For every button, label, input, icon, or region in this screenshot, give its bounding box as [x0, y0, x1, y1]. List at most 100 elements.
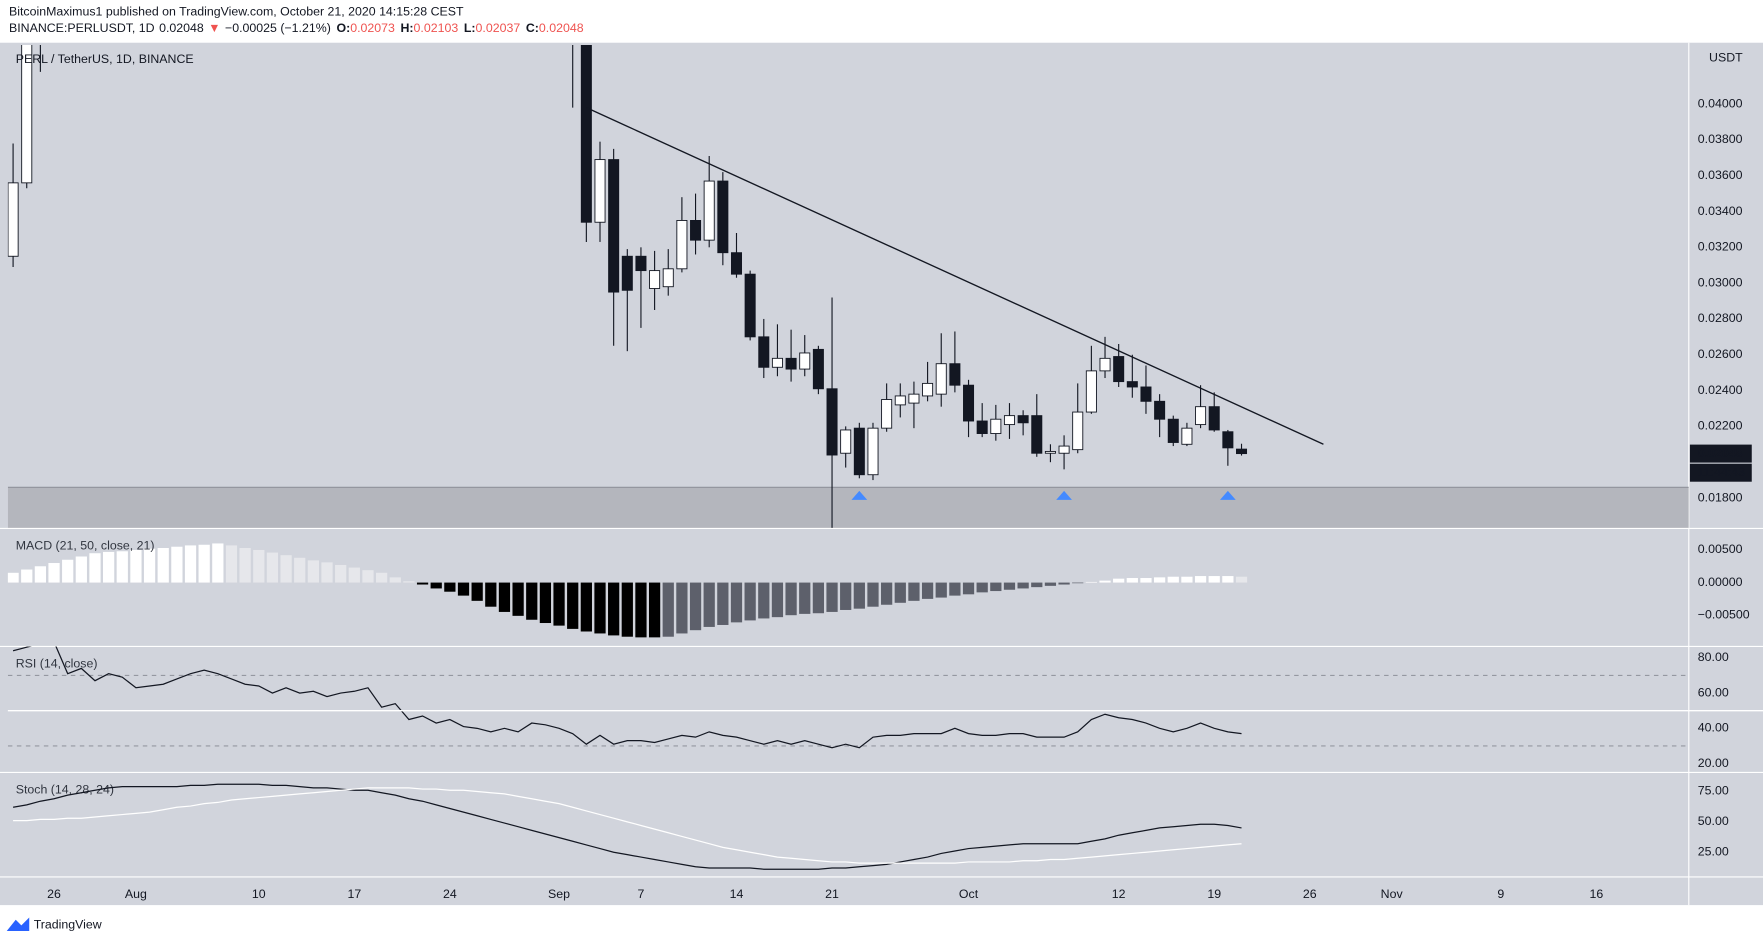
header-publisher: BitcoinMaximus1 published on TradingView… — [9, 5, 464, 19]
bounce-marker — [1219, 490, 1236, 500]
macd-bar — [321, 562, 333, 583]
ohlc-label: L: — [464, 21, 476, 35]
candle-body — [935, 363, 947, 395]
macd-bar — [512, 582, 524, 616]
x-tick-label: 12 — [1112, 887, 1126, 901]
y-tick-label: 75.00 — [1698, 784, 1729, 798]
y-tick-label: 80.00 — [1698, 650, 1729, 664]
candle-body — [621, 255, 633, 291]
macd-bar — [1126, 578, 1138, 583]
y-tick-label: 50.00 — [1698, 814, 1729, 828]
candle-body — [608, 159, 620, 293]
x-tick-label: 26 — [47, 887, 61, 901]
countdown: 11:44:43 — [1698, 465, 1745, 479]
macd-bar — [812, 582, 825, 614]
macd-bar — [75, 556, 87, 583]
macd-bar — [826, 582, 838, 612]
macd-bar — [62, 559, 74, 583]
candle-body — [812, 348, 824, 390]
indicator-pane — [7, 646, 1689, 749]
macd-bar — [1003, 582, 1016, 590]
macd-bar — [594, 582, 606, 634]
candle-body — [1154, 400, 1166, 420]
macd-bar — [1017, 582, 1029, 589]
chart-background — [0, 42, 1763, 906]
candle-body — [1031, 415, 1043, 454]
macd-bar — [881, 582, 893, 605]
macd-bar — [307, 560, 319, 583]
macd-bar — [1031, 582, 1043, 588]
macd-bar — [567, 582, 579, 629]
macd-bar — [471, 582, 483, 601]
macd-bar — [894, 582, 906, 603]
candle-body — [1222, 431, 1234, 449]
ohlc-value: 0.02073 — [350, 21, 395, 35]
y-tick-label: 0.03800 — [1698, 132, 1743, 146]
candle-body — [758, 336, 770, 368]
last-price: 0.02048 — [159, 21, 204, 35]
ohlc-value: 0.02048 — [539, 21, 584, 35]
macd-bar — [280, 555, 292, 583]
macd-bar — [635, 582, 647, 638]
tradingview-logo — [6, 917, 30, 931]
candle-body — [744, 273, 756, 338]
candle-body — [853, 427, 865, 476]
macd-bar — [444, 582, 456, 592]
candle-body — [1236, 448, 1248, 455]
candle-body — [1181, 427, 1193, 445]
candle-body — [1099, 357, 1111, 372]
macd-bar — [676, 582, 688, 634]
macd-bar — [580, 582, 592, 632]
macd-bar — [908, 582, 920, 601]
macd-bar — [935, 582, 947, 598]
last-price-box — [1689, 444, 1752, 463]
macd-bar — [457, 582, 470, 596]
indicator-pane — [7, 543, 1248, 638]
macd-bar — [1099, 580, 1111, 583]
macd-bar — [1208, 576, 1220, 583]
ohlc-label: H: — [401, 21, 414, 35]
y-tick-label: 0.00000 — [1698, 575, 1743, 589]
candle-body — [894, 395, 906, 406]
candle-body — [949, 363, 961, 386]
candle-body — [1140, 386, 1152, 402]
last-price-label: 0.02048 — [1698, 446, 1743, 460]
x-tick-label: 9 — [1497, 887, 1504, 901]
y-tick-label: 0.03200 — [1698, 240, 1743, 254]
macd-bar — [89, 553, 101, 583]
indicator-line — [12, 783, 1242, 870]
y-tick-label: 0.02400 — [1698, 383, 1743, 397]
macd-bar — [335, 564, 347, 583]
price-pane — [7, 44, 1689, 529]
candle-body — [908, 393, 920, 404]
y-tick-label: 0.04000 — [1698, 96, 1743, 110]
y-tick-label: 20.00 — [1698, 756, 1729, 770]
macd-bar — [689, 582, 702, 631]
macd-bar — [130, 549, 142, 583]
y-tick-label: 60.00 — [1698, 685, 1729, 699]
chart-title: PERL / TetherUS, 1D, BINANCE — [16, 52, 194, 66]
candle-body — [1167, 418, 1179, 443]
macd-bar — [1044, 582, 1057, 586]
x-tick-label: 17 — [347, 887, 361, 901]
y-tick-label: 0.02800 — [1698, 311, 1743, 325]
macd-bar — [526, 582, 538, 620]
macd-bar — [703, 582, 715, 627]
candle-body — [1044, 450, 1056, 454]
y-tick-label: 0.02200 — [1698, 419, 1743, 433]
x-tick-label: 24 — [443, 887, 457, 901]
ohlc-value: 0.02103 — [414, 21, 459, 35]
candle-body — [1003, 415, 1015, 426]
change: −0.00025 (−1.21%) — [225, 21, 331, 35]
macd-bar — [840, 582, 852, 610]
macd-bar — [7, 572, 19, 583]
macd-bar — [171, 546, 183, 583]
macd-bar — [184, 545, 197, 583]
macd-bar — [1140, 578, 1152, 583]
macd-bar — [662, 582, 674, 637]
macd-bar — [103, 551, 115, 583]
bounce-marker — [1056, 490, 1072, 500]
macd-bar — [375, 572, 388, 583]
macd-bar — [239, 548, 251, 583]
